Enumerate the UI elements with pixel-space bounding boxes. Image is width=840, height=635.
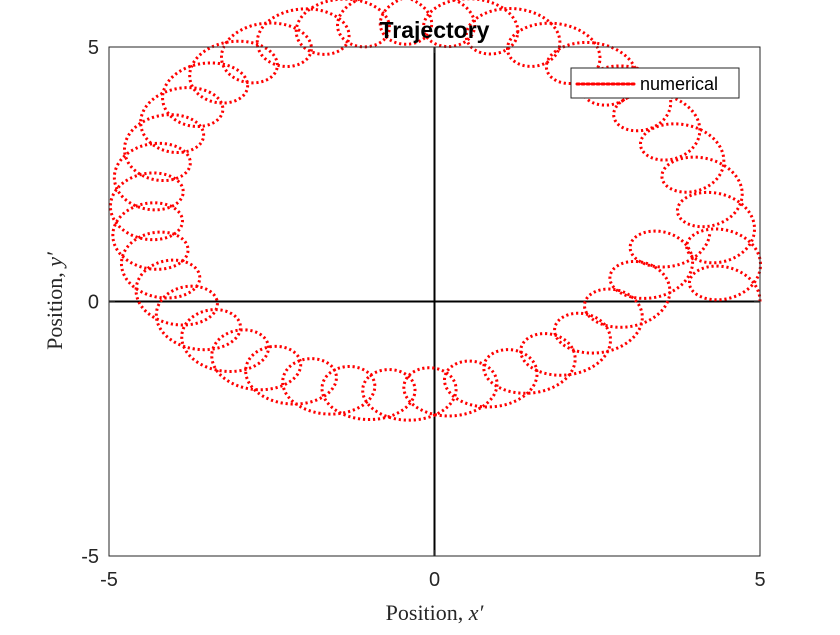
- y-tick-label: 5: [88, 37, 99, 59]
- x-tick-label: 5: [754, 569, 765, 591]
- x-axis-label-text: Position,: [386, 600, 469, 625]
- y-tick-label: -5: [81, 546, 99, 568]
- data-series: [108, 0, 762, 422]
- zero-lines: [109, 47, 760, 556]
- series-line-numerical: [108, 0, 762, 422]
- x-axis-label-symbol: x′: [468, 600, 485, 625]
- y-axis-label-text: Position,: [42, 267, 67, 350]
- y-axis-label: Position, y′: [42, 251, 67, 350]
- y-axis-label-symbol: y′: [42, 251, 67, 269]
- x-tick-label: -5: [100, 569, 118, 591]
- y-tick-label: 0: [88, 292, 99, 314]
- legend-label: numerical: [640, 74, 718, 94]
- legend: numerical: [570, 67, 740, 99]
- x-axis-label: Position, x′: [386, 600, 485, 625]
- chart-title: Trajectory: [380, 17, 490, 43]
- x-tick-label: 0: [429, 569, 440, 591]
- axis-ticks: -5 0 5 -5 0 5: [81, 37, 765, 591]
